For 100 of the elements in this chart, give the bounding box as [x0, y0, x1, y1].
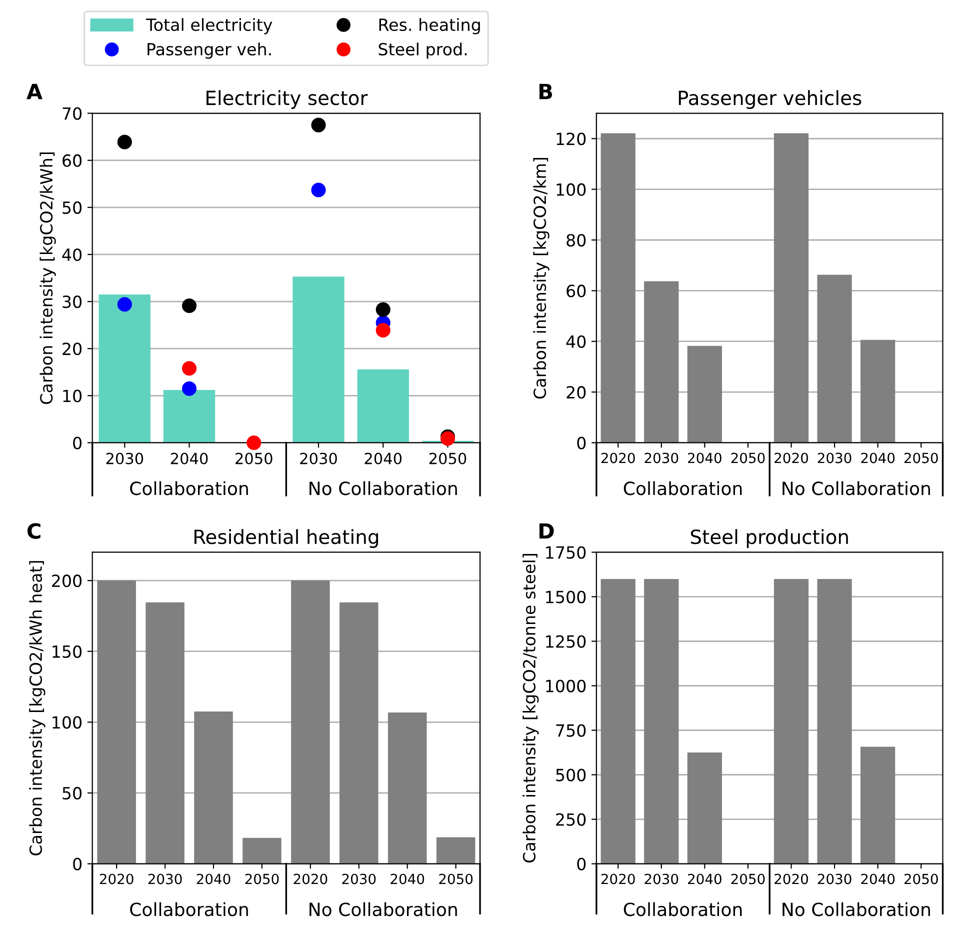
point — [182, 381, 197, 396]
bar — [860, 340, 896, 443]
bar — [687, 752, 722, 864]
y-tick-label: 20 — [62, 342, 82, 356]
x-tick-label: 2050 — [904, 874, 938, 884]
text: B — [539, 84, 552, 100]
text: No Collaboration — [310, 902, 457, 916]
y-tick-label: 200 — [52, 574, 82, 588]
x-tick-label: 2050 — [429, 452, 466, 464]
legend-label: Total electricity — [146, 18, 272, 34]
bar — [687, 346, 722, 443]
y-tick-label: 500 — [556, 768, 586, 782]
bar — [436, 837, 476, 864]
chart-title: Residential heating — [194, 529, 378, 548]
chart-title: Passenger vehicles — [678, 90, 862, 109]
x-tick-label: 2030 — [818, 452, 852, 464]
x-tick-label: 2030 — [644, 452, 678, 464]
text: A — [26, 84, 42, 100]
x-tick-label: 2040 — [688, 874, 722, 884]
y-tick-label: 250 — [556, 813, 586, 826]
y-tick-label: 0 — [73, 858, 82, 870]
y-tick-label: 1750 — [546, 546, 586, 559]
y-tick-label: 50 — [62, 786, 82, 800]
y-tick-label: 750 — [556, 724, 586, 737]
y-tick-label: 40 — [566, 335, 586, 348]
point — [246, 435, 262, 450]
y-tick-label: 60 — [62, 154, 82, 167]
bar — [600, 133, 636, 443]
bar — [97, 580, 136, 864]
point — [311, 182, 326, 198]
text: D — [539, 523, 554, 539]
point — [376, 322, 390, 338]
y-tick-label: 0 — [577, 436, 586, 450]
bar — [340, 602, 378, 864]
legend-label: Res. heating — [379, 18, 480, 34]
x-tick-label: 2030 — [148, 874, 182, 884]
bar — [98, 294, 151, 443]
point — [182, 298, 197, 314]
x-tick-label: 2040 — [688, 452, 722, 464]
y-tick-label: 70 — [62, 107, 82, 120]
x-tick-label: 2040 — [861, 452, 895, 464]
y-tick-label: 80 — [566, 234, 586, 247]
bar — [860, 746, 896, 864]
y-axis-title: Carbon intensity [kgCO2/tonne steel] — [522, 554, 539, 862]
x-tick-label: 2030 — [818, 874, 852, 884]
text: Collaboration — [130, 481, 248, 496]
y-tick-label: 0 — [577, 858, 586, 870]
x-tick-label: 2050 — [245, 874, 279, 884]
y-tick-label: 100 — [52, 716, 82, 729]
legend-label: Passenger veh. — [148, 42, 271, 59]
point — [117, 297, 132, 312]
point — [117, 134, 132, 150]
x-tick-label: 2040 — [170, 452, 208, 464]
text: No Collaboration — [310, 481, 457, 496]
x-tick-label: 2020 — [100, 874, 134, 884]
bar — [357, 369, 409, 443]
y-tick-label: 100 — [556, 183, 586, 196]
bar — [817, 578, 852, 864]
bar — [194, 712, 233, 864]
x-tick-label: 2020 — [294, 874, 328, 884]
x-tick-label: 2020 — [774, 452, 808, 464]
y-tick-label: 0 — [73, 436, 82, 450]
text: C — [27, 523, 40, 539]
point — [311, 118, 326, 132]
x-tick-label: 2020 — [601, 874, 635, 884]
x-tick-label: 2030 — [644, 874, 678, 884]
point — [182, 361, 197, 376]
y-tick-label: 10 — [63, 390, 82, 402]
bar — [817, 274, 852, 443]
y-tick-label: 60 — [566, 284, 586, 298]
bar — [644, 281, 679, 443]
x-tick-label: 2040 — [196, 874, 230, 884]
text: Collaboration — [624, 481, 742, 496]
bar — [146, 602, 184, 864]
x-tick-label: 2030 — [342, 874, 376, 884]
point — [376, 302, 390, 317]
y-tick-label: 40 — [62, 248, 82, 262]
x-tick-label: 2030 — [106, 452, 144, 464]
y-tick-label: 1500 — [546, 590, 586, 604]
chart-title: Electricity sector — [206, 90, 368, 109]
x-tick-label: 2030 — [300, 452, 337, 464]
y-tick-label: 120 — [556, 132, 586, 146]
y-tick-label: 1000 — [546, 680, 586, 692]
y-tick-label: 150 — [52, 645, 82, 658]
bar — [163, 390, 216, 443]
text: Collaboration — [624, 902, 742, 916]
x-tick-label: 2050 — [236, 452, 272, 464]
x-tick-label: 2050 — [904, 452, 938, 464]
x-tick-label: 2040 — [861, 874, 895, 884]
y-axis-title: Carbon intensity [kgCO2/kWh] — [40, 152, 56, 404]
x-tick-label: 2050 — [731, 452, 765, 464]
bar — [292, 276, 344, 443]
x-tick-label: 2020 — [601, 452, 635, 464]
y-tick-label: 1250 — [546, 635, 586, 648]
bar — [242, 838, 282, 864]
bar — [644, 578, 679, 864]
bar — [774, 133, 809, 443]
bar — [388, 712, 427, 864]
bar — [774, 578, 809, 864]
y-axis-title: Carbon intensity [kgCO2/kWh heat] — [29, 561, 46, 856]
